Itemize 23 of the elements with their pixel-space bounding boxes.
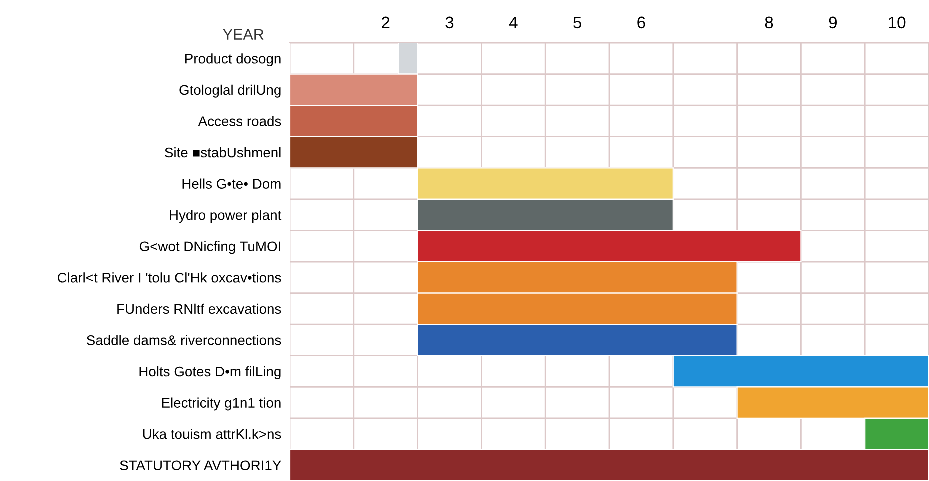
y-tick-label: Product dosogn — [186, 54, 281, 67]
x-tick-label: 9 — [829, 16, 837, 29]
y-tick-label: Clarl<t River I 'tolu Cl'Hk oxcav•tions — [58, 272, 282, 283]
y-tick-label: STATUTORY AVTHORI1Y — [120, 460, 282, 471]
x-tick-label: 8 — [765, 16, 774, 29]
y-tick-label: FUnders RNltf excavations — [118, 304, 282, 314]
y-tick-label: Electricity g1n1 tion — [162, 398, 281, 411]
y-tick-label: Hydro power plant — [170, 210, 282, 223]
y-tick-label: Site ■stabUshmenl — [165, 147, 281, 158]
y-tick-label: G<wot DNicfing TuMOI — [140, 241, 280, 254]
y-tick-label: Access roads — [198, 116, 282, 126]
y-tick-label: Hells G•te• Dom — [182, 178, 281, 189]
x-axis-title: YEAR — [223, 29, 264, 40]
y-tick-label: Uka touism attrKl.k>ns — [143, 429, 282, 440]
x-tick-label: 3 — [446, 16, 454, 29]
x-tick-label: 6 — [638, 16, 646, 29]
x-tick-label: 4 — [509, 16, 518, 28]
x-tick-label: 5 — [574, 16, 582, 29]
y-tick-label: Gtologlal drilUng — [180, 84, 281, 98]
y-tick-label: Saddle dams& riverconnections — [86, 335, 282, 346]
x-tick-label: 10 — [889, 16, 906, 29]
x-tick-label: 2 — [382, 16, 390, 28]
y-tick-label: Holts Gotes D•m filLing — [140, 366, 281, 380]
